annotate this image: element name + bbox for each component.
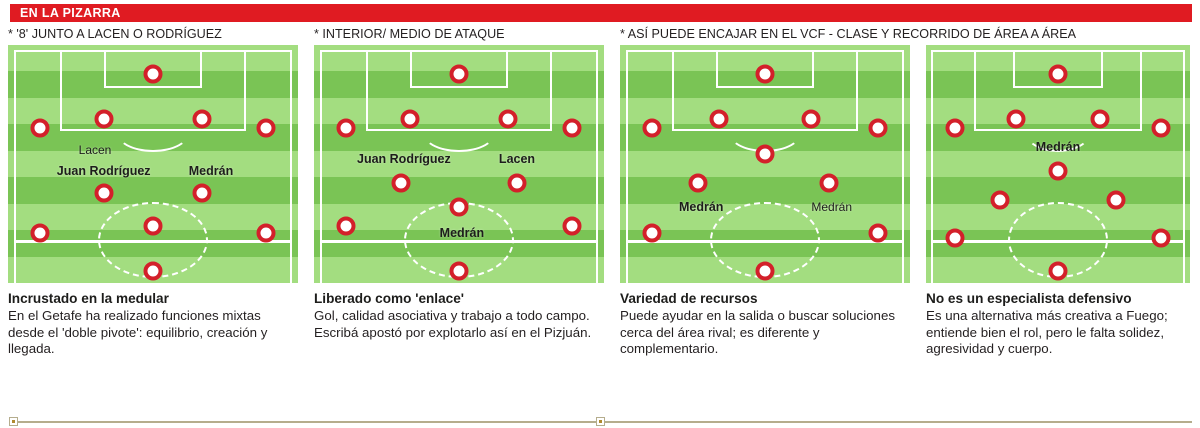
goal-area: [715, 49, 815, 88]
player-marker[interactable]: [819, 173, 839, 193]
panel-1-heading: * '8' JUNTO A LACEN O RODRÍGUEZ: [8, 27, 222, 41]
player-marker[interactable]: [449, 261, 469, 281]
pitch-diagram-4: Medrán: [926, 45, 1190, 283]
player-marker[interactable]: [801, 109, 821, 129]
player-marker[interactable]: [192, 109, 212, 129]
panels-container: * '8' JUNTO A LACEN O RODRÍGUEZ Lacen Jua…: [0, 26, 1200, 402]
player-name-label: Juan Rodríguez: [357, 152, 451, 167]
goal-area: [409, 49, 509, 88]
player-marker[interactable]: [94, 109, 114, 129]
panel-2-heading: * INTERIOR/ MEDIO DE ATAQUE: [314, 27, 505, 41]
player-marker[interactable]: [1106, 190, 1126, 210]
player-marker[interactable]: [562, 118, 582, 138]
panel-2-caption-title: Liberado como 'enlace': [314, 291, 464, 306]
pitch-stripe: [314, 150, 604, 178]
player-marker[interactable]: [755, 144, 775, 164]
penalty-arc: [421, 109, 497, 153]
player-marker[interactable]: [336, 216, 356, 236]
pitch-stripe: [8, 177, 298, 204]
panel-4-caption-body: Es una alternativa más creativa a Fuego;…: [926, 308, 1168, 357]
player-name-label: Lacen: [78, 142, 112, 157]
panel-3-caption-title: Variedad de recursos: [620, 291, 758, 306]
panel-1-caption-body: En el Getafe ha realizado funciones mixt…: [8, 308, 268, 357]
player-marker[interactable]: [94, 183, 114, 203]
player-marker[interactable]: [498, 109, 518, 129]
panel-3-heading: * ASÍ PUEDE ENCAJAR EN EL VCF - CLASE Y …: [620, 27, 1077, 41]
player-marker[interactable]: [143, 261, 163, 281]
player-marker[interactable]: [1151, 228, 1171, 248]
player-marker[interactable]: [143, 216, 163, 236]
player-marker[interactable]: [755, 261, 775, 281]
pitch-stripes: [314, 45, 604, 283]
panel-4-caption: No es un especialista defensivo Es una a…: [926, 290, 1190, 358]
panel-2: * INTERIOR/ MEDIO DE ATAQUE Juan Rodrígu…: [306, 26, 612, 402]
player-marker[interactable]: [400, 109, 420, 129]
pitch-diagram-2: Juan Rodríguez Lacen Medrán: [314, 45, 604, 283]
goal-area: [1013, 49, 1103, 88]
player-marker[interactable]: [449, 64, 469, 84]
player-marker[interactable]: [1048, 64, 1068, 84]
player-name-label: Medrán: [811, 199, 853, 214]
panel-2-caption: Liberado como 'enlace' Gol, calidad asoc…: [314, 290, 604, 341]
player-marker[interactable]: [449, 197, 469, 217]
footer-marker-left: [9, 417, 18, 426]
penalty-arc: [1023, 109, 1093, 153]
player-marker[interactable]: [868, 223, 888, 243]
panel-3: * ASÍ PUEDE ENCAJAR EN EL VCF - CLASE Y …: [612, 26, 1077, 402]
player-marker[interactable]: [868, 118, 888, 138]
pitch-stripe: [8, 150, 298, 178]
player-marker[interactable]: [1090, 109, 1110, 129]
pitch-diagram-1: Lacen Juan Rodríguez Medrán: [8, 45, 298, 283]
panel-1-caption-title: Incrustado en la medular: [8, 291, 169, 306]
player-marker[interactable]: [990, 190, 1010, 210]
panel-4: Medrán No es un especialista defensivo E…: [918, 26, 1200, 402]
pitch-stripe: [620, 177, 910, 204]
footer-marker-center: [596, 417, 605, 426]
player-marker[interactable]: [143, 64, 163, 84]
player-marker[interactable]: [507, 173, 527, 193]
player-marker[interactable]: [688, 173, 708, 193]
player-marker[interactable]: [1048, 261, 1068, 281]
player-marker[interactable]: [945, 118, 965, 138]
player-marker[interactable]: [709, 109, 729, 129]
penalty-arc: [115, 109, 191, 153]
player-marker[interactable]: [1048, 161, 1068, 181]
player-marker[interactable]: [1006, 109, 1026, 129]
player-name-label: Medrán: [188, 164, 234, 179]
panel-2-caption-body: Gol, calidad asociativa y trabajo a todo…: [314, 308, 592, 340]
panel-3-caption-body: Puede ayudar en la salida o buscar soluc…: [620, 308, 895, 357]
player-marker[interactable]: [755, 64, 775, 84]
player-marker[interactable]: [256, 118, 276, 138]
player-name-label: Medrán: [1035, 140, 1081, 155]
player-name-label: Medrán: [678, 199, 724, 214]
pitch-diagram-3: Medrán Medrán: [620, 45, 910, 283]
goal-area: [103, 49, 203, 88]
pitch-stripe: [926, 177, 1190, 204]
panel-3-caption: Variedad de recursos Puede ayudar en la …: [620, 290, 910, 358]
player-marker[interactable]: [642, 223, 662, 243]
player-marker[interactable]: [1151, 118, 1171, 138]
player-name-label: Medrán: [439, 226, 485, 241]
section-header-bar: EN LA PIZARRA: [10, 4, 1192, 22]
player-marker[interactable]: [336, 118, 356, 138]
panel-1-caption: Incrustado en la medular En el Getafe ha…: [8, 290, 298, 358]
player-marker[interactable]: [192, 183, 212, 203]
player-marker[interactable]: [256, 223, 276, 243]
player-marker[interactable]: [30, 118, 50, 138]
panel-4-caption-title: No es un especialista defensivo: [926, 291, 1132, 306]
player-marker[interactable]: [562, 216, 582, 236]
panel-1: * '8' JUNTO A LACEN O RODRÍGUEZ Lacen Jua…: [0, 26, 306, 402]
player-marker[interactable]: [30, 223, 50, 243]
player-marker[interactable]: [945, 228, 965, 248]
player-name-label: Juan Rodríguez: [56, 164, 151, 179]
player-marker[interactable]: [391, 173, 411, 193]
player-marker[interactable]: [642, 118, 662, 138]
player-name-label: Lacen: [498, 152, 536, 167]
panel-4-heading: [926, 26, 1190, 42]
page-title: EN LA PIZARRA: [20, 6, 121, 20]
